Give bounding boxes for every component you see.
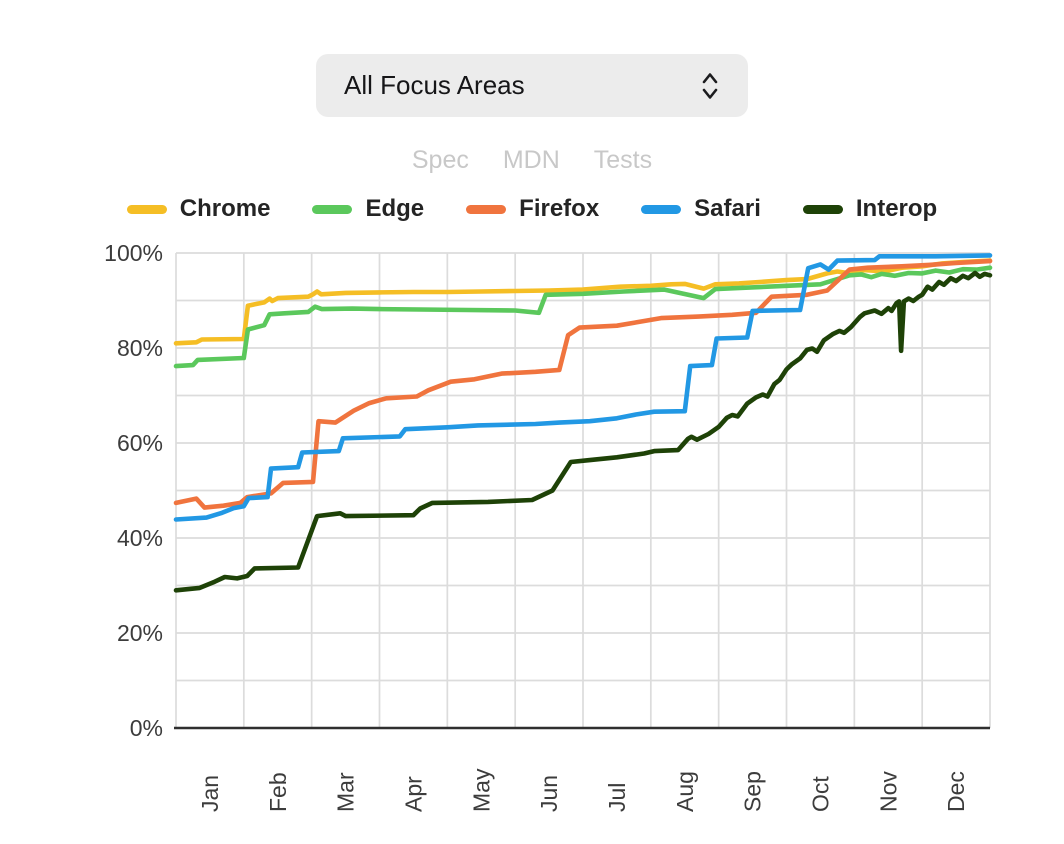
legend-label: Firefox bbox=[519, 195, 600, 222]
edge-line-swatch-icon bbox=[312, 204, 353, 214]
legend-item-safari: Safari bbox=[641, 195, 761, 223]
safari-line-swatch-icon bbox=[641, 204, 682, 214]
svg-text:Nov: Nov bbox=[875, 771, 901, 812]
svg-text:100%: 100% bbox=[104, 240, 163, 266]
view-links: Spec MDN Tests bbox=[0, 146, 1064, 175]
mdn-link[interactable]: MDN bbox=[502, 146, 560, 174]
svg-text:May: May bbox=[468, 768, 494, 812]
svg-text:Sep: Sep bbox=[740, 771, 766, 812]
legend-label: Chrome bbox=[179, 195, 271, 222]
svg-text:Mar: Mar bbox=[333, 772, 359, 812]
svg-text:Oct: Oct bbox=[807, 776, 833, 812]
legend-label: Edge bbox=[365, 195, 425, 222]
svg-text:0%: 0% bbox=[130, 715, 163, 741]
svg-text:60%: 60% bbox=[117, 430, 163, 456]
firefox-line-swatch-icon bbox=[466, 204, 507, 214]
svg-text:Jan: Jan bbox=[197, 775, 223, 812]
legend-item-chrome: Chrome bbox=[126, 195, 271, 223]
svg-text:Jun: Jun bbox=[536, 775, 562, 812]
interop-line-swatch-icon bbox=[802, 204, 843, 214]
svg-text:Apr: Apr bbox=[400, 776, 426, 812]
chart-legend: Chrome Edge Firefox Safari Interop bbox=[0, 195, 1064, 223]
svg-text:Jul: Jul bbox=[604, 783, 630, 812]
focus-area-select[interactable]: All Focus Areas bbox=[316, 54, 748, 117]
focus-area-select-value: All Focus Areas bbox=[344, 70, 525, 100]
legend-label: Interop bbox=[855, 195, 938, 222]
svg-text:Feb: Feb bbox=[265, 772, 291, 812]
legend-label: Safari bbox=[694, 195, 761, 222]
svg-text:80%: 80% bbox=[117, 335, 163, 361]
spec-link[interactable]: Spec bbox=[411, 146, 469, 174]
chevron-up-down-icon bbox=[702, 72, 718, 99]
svg-text:40%: 40% bbox=[117, 525, 163, 551]
tests-link[interactable]: Tests bbox=[593, 146, 653, 174]
legend-item-firefox: Firefox bbox=[466, 195, 599, 223]
legend-item-edge: Edge bbox=[312, 195, 424, 223]
svg-text:20%: 20% bbox=[117, 620, 163, 646]
svg-text:Dec: Dec bbox=[943, 771, 969, 812]
svg-text:Aug: Aug bbox=[672, 771, 698, 812]
legend-item-interop: Interop bbox=[802, 195, 938, 223]
chrome-line-swatch-icon bbox=[126, 204, 167, 214]
